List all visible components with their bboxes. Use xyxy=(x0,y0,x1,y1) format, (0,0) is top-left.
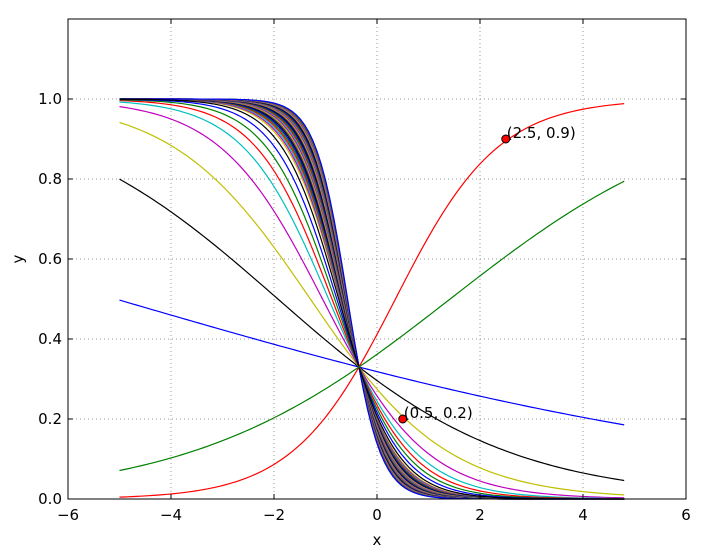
series-line-decreasing xyxy=(119,98,625,500)
series-line-dense xyxy=(119,98,625,500)
series-line-decreasing xyxy=(119,99,625,500)
series-line-decreasing xyxy=(119,99,625,500)
series-line-dense xyxy=(119,98,625,500)
series-line-dense xyxy=(119,98,625,500)
series-line-dense xyxy=(119,98,625,500)
series-line-decreasing xyxy=(119,106,625,499)
x-tick-label: −4 xyxy=(160,506,182,524)
x-axis-label: x xyxy=(373,531,382,549)
x-tick-label: 6 xyxy=(681,506,691,524)
series-line-dense xyxy=(119,98,625,500)
y-tick-label: 0.4 xyxy=(38,330,62,348)
ticks: −6 −4 −2 0 2 4 6 0.0 0.2 0.4 0.6 0.8 1.0 xyxy=(38,19,691,524)
series-line-dense xyxy=(119,98,625,500)
series-line-dense xyxy=(119,98,625,500)
x-tick-label: 0 xyxy=(372,506,382,524)
y-axis-label: y xyxy=(9,254,27,263)
series-line-decreasing xyxy=(119,98,625,500)
x-tick-label: 4 xyxy=(578,506,588,524)
annotation-label: (0.5, 0.2) xyxy=(404,404,473,422)
series-line-increasing xyxy=(119,180,625,472)
series-line-increasing xyxy=(119,103,625,498)
series-line-dense xyxy=(119,98,625,500)
series-line-dense xyxy=(119,98,625,500)
series-line-dense xyxy=(119,98,625,500)
series-line-dense xyxy=(119,98,625,500)
curves xyxy=(119,98,625,500)
series-line-dense xyxy=(119,98,625,500)
y-tick-label: 0.8 xyxy=(38,170,62,188)
annotation-label: (2.5, 0.9) xyxy=(507,124,576,142)
series-line-dense xyxy=(119,98,625,500)
series-line-dense xyxy=(119,98,625,500)
series-line-dense xyxy=(119,98,625,500)
series-line-dense xyxy=(119,98,625,500)
series-line-dense xyxy=(119,98,625,500)
series-line-dense xyxy=(119,98,625,500)
series-line-dense xyxy=(119,98,625,500)
annotation-point xyxy=(501,134,511,144)
x-tick-label: −2 xyxy=(263,506,285,524)
x-tick-label: −6 xyxy=(57,506,79,524)
y-tick-label: 0.6 xyxy=(38,250,62,268)
y-tick-label: 0.0 xyxy=(38,490,62,508)
series-line-dense xyxy=(119,98,625,500)
series-line-dense xyxy=(119,98,625,500)
series-line-dense xyxy=(119,98,625,500)
series-line-decreasing xyxy=(119,121,625,496)
series-line-dense xyxy=(119,98,625,500)
series-line-dense xyxy=(119,98,625,500)
annotation-point xyxy=(398,414,408,424)
annotation-points: (2.5, 0.9) (0.5, 0.2) xyxy=(398,124,576,424)
y-tick-label: 1.0 xyxy=(38,90,62,108)
series-line-dense xyxy=(119,98,625,500)
series-line-decreasing xyxy=(119,178,625,482)
series-line-dense xyxy=(119,98,625,500)
series-line-decreasing xyxy=(119,101,625,500)
series-line-dense xyxy=(119,98,625,500)
series-line-dense xyxy=(119,98,625,500)
series-line-decreasing xyxy=(119,299,625,426)
y-tick-label: 0.2 xyxy=(38,410,62,428)
series-line-dense xyxy=(119,98,625,500)
series-line-dense xyxy=(119,98,625,500)
x-tick-label: 2 xyxy=(475,506,485,524)
